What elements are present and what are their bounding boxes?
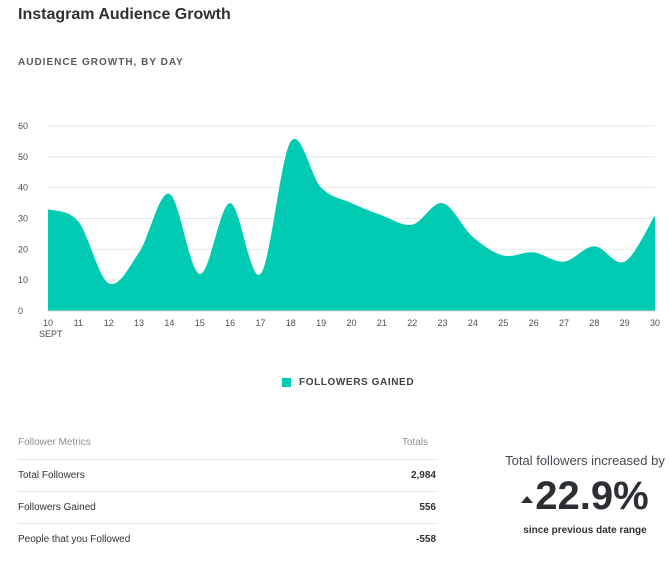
page-title: Instagram Audience Growth [18,6,231,23]
y-tick-label: 60 [18,121,28,131]
x-tick-label: 17 [255,318,265,328]
x-tick-label: 10 [43,318,53,328]
metrics-header: Follower Metrics Totals [18,437,436,460]
x-tick-label: 28 [589,318,599,328]
x-tick-label: 22 [407,318,417,328]
x-tick-label: 25 [498,318,508,328]
metrics-row-value: 556 [419,502,436,513]
legend-swatch [282,378,291,387]
x-tick-label: 20 [346,318,356,328]
y-tick-label: 30 [18,214,28,224]
metrics-row: People that you Followed -558 [18,524,436,555]
chart-legend: FOLLOWERS GAINED [282,377,414,388]
x-tick-label: 18 [286,318,296,328]
x-tick-label: 12 [104,318,114,328]
summary-caption: Total followers increased by [505,453,665,468]
y-tick-label: 10 [18,275,28,285]
metrics-row-value: -558 [415,534,436,545]
section-title: AUDIENCE GROWTH, BY DAY [18,57,184,68]
y-tick-label: 40 [18,183,28,193]
metrics-row-label: Total Followers [18,470,85,481]
x-tick-label: 21 [377,318,387,328]
metrics-row-label: People that you Followed [18,534,131,545]
metrics-row: Total Followers 2,984 [18,460,436,492]
x-tick-label: 23 [438,318,448,328]
x-tick-label: 29 [620,318,630,328]
metrics-row: Followers Gained 556 [18,492,436,524]
summary-value-wrap: 22.9% [500,474,669,519]
summary-subtext: since previous date range [523,525,647,536]
y-tick-label: 50 [18,152,28,162]
metrics-row-label: Followers Gained [18,502,96,513]
audience-growth-chart: 0 10 20 30 40 50 60 10 11 12 13 14 15 16 17 18 19 20 21 22 2… [18,121,660,339]
y-tick-label: 0 [18,306,23,316]
x-tick-label: 16 [225,318,235,328]
legend-label: FOLLOWERS GAINED [299,377,415,388]
triangle-up-icon [521,496,534,503]
follower-metrics-table: Follower Metrics Totals Total Followers … [18,437,436,555]
x-tick-sublabel: SEPT [39,329,63,339]
summary-value: 22.9% [535,474,649,518]
x-tick-label: 30 [650,318,660,328]
y-tick-label: 20 [18,244,28,254]
x-tick-label: 27 [559,318,569,328]
x-tick-label: 14 [164,318,174,328]
metrics-header-totals: Totals [401,437,428,448]
x-tick-label: 24 [468,318,478,328]
x-tick-label: 13 [134,318,144,328]
x-tick-label: 15 [195,318,205,328]
metrics-row-value: 2,984 [410,470,436,481]
x-tick-label: 11 [74,318,83,328]
followers-gained-area [48,138,655,311]
x-tick-label: 19 [316,318,326,328]
x-tick-label: 26 [529,318,539,328]
metrics-header-label: Follower Metrics [18,437,91,448]
growth-summary: Total followers increased by 22.9% since… [500,453,669,536]
